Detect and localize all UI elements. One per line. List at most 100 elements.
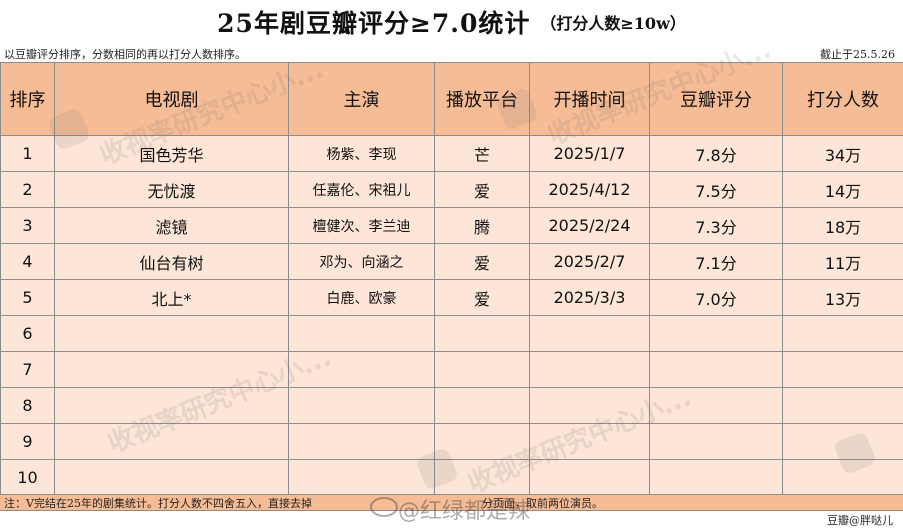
cell-date: 2025/4/12 [529,171,650,208]
cell-platform [434,387,530,424]
cell-platform [434,315,530,352]
cell-score [649,315,783,352]
header-douban-score: 豆瓣评分 [649,62,783,136]
cell-cast [288,387,435,424]
cell-cast: 白鹿、欧豪 [288,279,435,316]
cell-date [529,459,650,496]
cell-rank: 6 [0,315,55,352]
cell-drama [54,423,289,460]
cell-cast: 杨紫、李现 [288,135,435,172]
table-row: 4 仙台有树 邓为、向涵之 爱 2025/2/7 7.1分 11万 [0,243,903,280]
cell-rank: 1 [0,135,55,172]
cutoff-date: 截止于25.5.26 [820,48,895,61]
cell-votes: 34万 [782,135,903,172]
cell-date: 2025/2/24 [529,207,650,244]
cell-votes: 14万 [782,171,903,208]
cell-date: 2025/2/7 [529,243,650,280]
cell-rank: 2 [0,171,55,208]
table-row: 6 [0,315,903,352]
cell-votes: 11万 [782,243,903,280]
cell-platform: 爱 [434,171,530,208]
cell-platform: 腾 [434,207,530,244]
cell-rank: 8 [0,387,55,424]
table-row: 8 [0,387,903,424]
footer-note: 注：V完结在25年的剧集统计。打分人数不四舍五入，直接去掉 分页面，取前两位演员。 [0,494,903,511]
table-row: 3 滤镜 檀健次、李兰迪 腾 2025/2/24 7.3分 18万 [0,207,903,244]
cell-drama [54,387,289,424]
cell-drama: 国色芳华 [54,135,289,172]
cell-cast: 檀健次、李兰迪 [288,207,435,244]
table-row: 2 无忧渡 任嘉伦、宋祖儿 爱 2025/4/12 7.5分 14万 [0,171,903,208]
cell-drama [54,459,289,496]
source-credit: 豆瓣@胖哒儿 [827,514,893,527]
header-premiere-date: 开播时间 [529,62,650,136]
cell-score [649,387,783,424]
header-vote-count: 打分人数 [782,62,903,136]
cell-rank: 9 [0,423,55,460]
cell-platform [434,351,530,388]
cell-drama: 无忧渡 [54,171,289,208]
table-row: 1 国色芳华 杨紫、李现 芒 2025/1/7 7.8分 34万 [0,135,903,172]
table-row: 7 [0,351,903,388]
cell-rank: 7 [0,351,55,388]
page-subtitle: （打分人数≥10w） [540,14,686,33]
cell-rank: 4 [0,243,55,280]
cell-score: 7.8分 [649,135,783,172]
cell-drama [54,315,289,352]
cell-drama [54,351,289,388]
cell-platform: 芒 [434,135,530,172]
table-row: 5 北上* 白鹿、欧豪 爱 2025/3/3 7.0分 13万 [0,279,903,316]
cell-date [529,351,650,388]
cell-drama: 北上* [54,279,289,316]
table-row: 9 [0,423,903,460]
cell-date: 2025/1/7 [529,135,650,172]
cell-votes [782,459,903,496]
cell-rank: 5 [0,279,55,316]
cell-date: 2025/3/3 [529,279,650,316]
cell-cast [288,423,435,460]
cell-score: 7.3分 [649,207,783,244]
cell-votes: 18万 [782,207,903,244]
cell-cast [288,459,435,496]
sorting-note-row: 以豆瓣评分排序，分数相同的再以打分人数排序。 截止于25.5.26 [0,44,903,63]
cell-score [649,423,783,460]
cell-votes: 13万 [782,279,903,316]
cell-score: 7.5分 [649,171,783,208]
title-bar: 25年剧豆瓣评分≥7.0统计 （打分人数≥10w） [0,0,903,45]
cell-score [649,459,783,496]
cell-votes [782,351,903,388]
header-cast: 主演 [288,62,435,136]
cell-cast [288,315,435,352]
cell-rank: 10 [0,459,55,496]
cell-platform: 爱 [434,243,530,280]
header-rank: 排序 [0,62,55,136]
cell-date [529,387,650,424]
cell-platform [434,459,530,496]
cell-score [649,351,783,388]
footer-note-text: 注：V完结在25年的剧集统计。打分人数不四舍五入，直接去掉 [4,497,312,510]
cell-date [529,315,650,352]
cell-cast [288,351,435,388]
cell-drama: 仙台有树 [54,243,289,280]
cell-platform [434,423,530,460]
sorting-note: 以豆瓣评分排序，分数相同的再以打分人数排序。 [4,48,246,61]
cell-score: 7.0分 [649,279,783,316]
cell-cast: 任嘉伦、宋祖儿 [288,171,435,208]
table-row: 10 [0,459,903,496]
header-drama: 电视剧 [54,62,289,136]
cell-platform: 爱 [434,279,530,316]
header-platform: 播放平台 [434,62,530,136]
page-title: 25年剧豆瓣评分≥7.0统计 [217,9,531,38]
cell-score: 7.1分 [649,243,783,280]
footer-note-tail: 分页面，取前两位演员。 [481,497,603,510]
cell-votes [782,423,903,460]
ranking-table: 排序 电视剧 主演 播放平台 开播时间 豆瓣评分 打分人数 1 国色芳华 杨紫、… [0,62,903,496]
cell-date [529,423,650,460]
table-header-row: 排序 电视剧 主演 播放平台 开播时间 豆瓣评分 打分人数 [0,62,903,136]
cell-drama: 滤镜 [54,207,289,244]
cell-votes [782,387,903,424]
cell-rank: 3 [0,207,55,244]
cell-cast: 邓为、向涵之 [288,243,435,280]
cell-votes [782,315,903,352]
